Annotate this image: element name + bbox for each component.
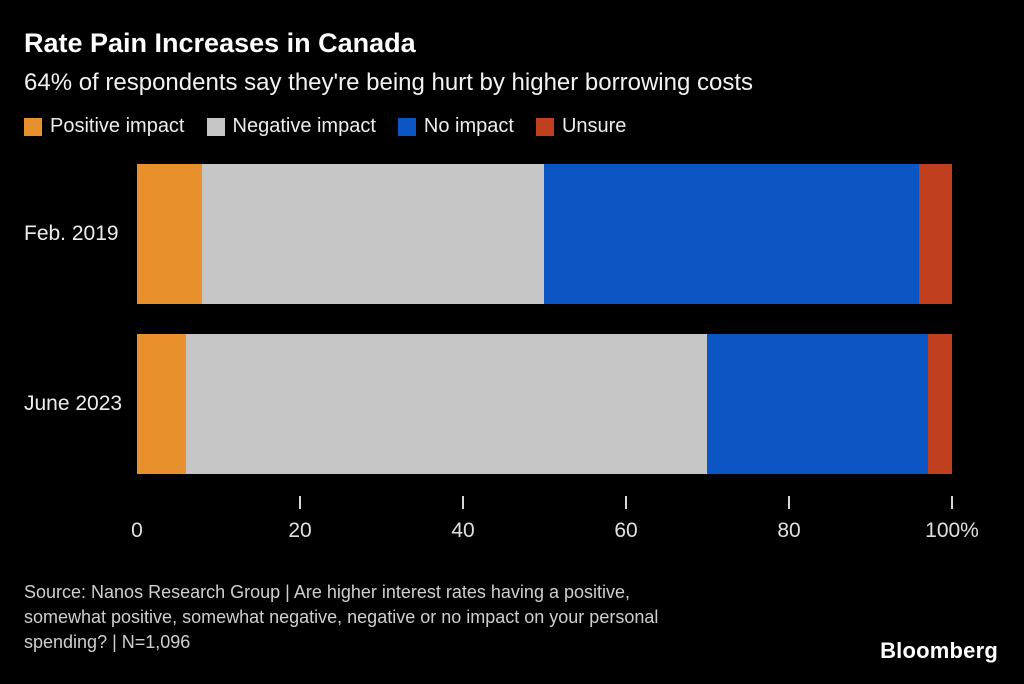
bar-segment-unsure [919, 164, 952, 304]
axis-tick [788, 496, 790, 509]
bar-segment-no-impact [707, 334, 928, 474]
legend-swatch-positive-impact [24, 117, 42, 136]
legend-item-unsure: Unsure [535, 115, 627, 138]
axis-tick-label: 80 [777, 519, 801, 542]
axis-tick [462, 496, 464, 509]
category-label: Feb. 2019 [24, 222, 119, 245]
axis-tick [951, 496, 953, 509]
x-axis: 0 20 40 60 80 100% [131, 496, 979, 556]
axis-tick-label: 20 [288, 519, 312, 542]
axis-tick-label: 0 [131, 519, 143, 542]
legend-label: Unsure [561, 115, 627, 137]
source-line: Source: Nanos Research Group | Are highe… [24, 582, 630, 602]
category-label: June 2023 [24, 392, 123, 415]
bloomberg-logo: Bloomberg [880, 638, 998, 663]
stacked-bar [137, 334, 952, 474]
bar-segment-negative-impact [202, 164, 545, 304]
bar-segment-positive-impact [137, 164, 203, 304]
bar-segment-positive-impact [137, 334, 186, 474]
legend-item-negative-impact: Negative impact [206, 115, 376, 138]
legend-label: No impact [423, 115, 514, 137]
legend-label: Negative impact [232, 115, 376, 137]
axis-tick [625, 496, 627, 509]
legend-item-no-impact: No impact [397, 115, 514, 138]
axis-tick-label: 60 [614, 519, 638, 542]
stacked-bar [137, 164, 952, 304]
legend-swatch-unsure [535, 117, 554, 136]
source-line: spending? | N=1,096 [24, 632, 191, 653]
chart-title: Rate Pain Increases in Canada [24, 28, 416, 58]
bar-segment-negative-impact [185, 334, 708, 474]
legend-item-positive-impact: Positive impact [24, 115, 185, 138]
axis-tick-label: 100% [925, 519, 979, 542]
bar-row-feb.-2019: Feb. 2019 [24, 164, 952, 304]
chart-subtitle: 64% of respondents say they're being hur… [24, 69, 753, 96]
legend-swatch-no-impact [397, 117, 416, 136]
plot-area: Feb. 2019 June 2023 [24, 164, 952, 474]
legend-label: Positive impact [50, 115, 185, 137]
bar-segment-no-impact [544, 164, 920, 304]
bar-segment-unsure [927, 334, 952, 474]
axis-tick-label: 40 [451, 519, 475, 542]
axis-tick [299, 496, 301, 509]
legend: Positive impact Negative impact No impact U… [24, 115, 952, 138]
legend-swatch-negative-impact [206, 117, 225, 136]
bar-row-june-2023: June 2023 [24, 334, 952, 474]
source-line: somewhat positive, somewhat negative, ne… [24, 607, 659, 628]
source-note: Source: Nanos Research Group | Are highe… [24, 580, 784, 656]
